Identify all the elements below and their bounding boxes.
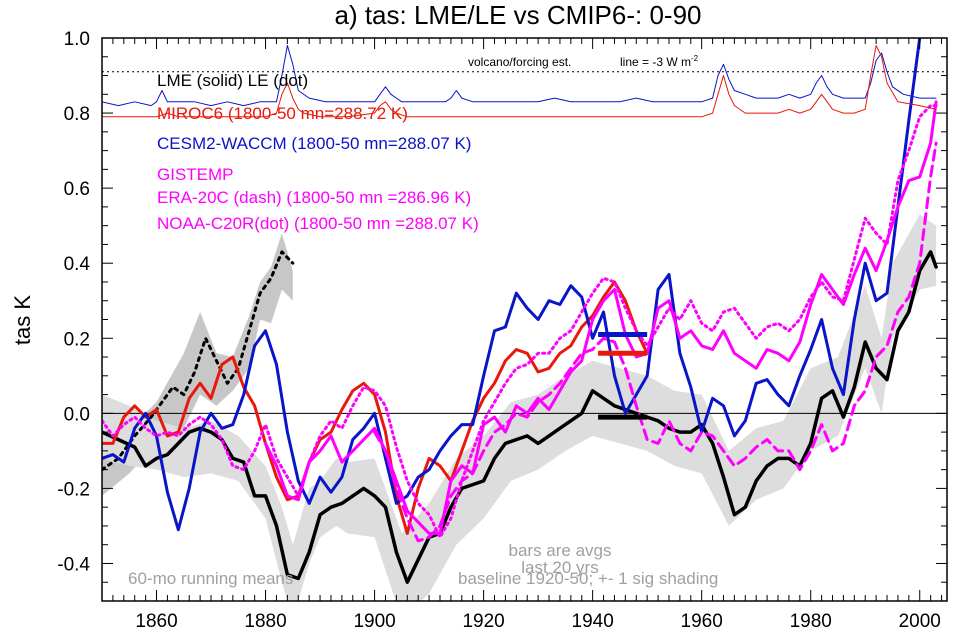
legend-entry: NOAA-C20R(dot) (1800-50 mn =288.07 K) bbox=[157, 214, 479, 233]
line-label-superscript: -2 bbox=[691, 54, 699, 63]
y-tick-label: -0.4 bbox=[57, 554, 90, 575]
running-means-note: 60-mo running means bbox=[128, 569, 293, 588]
miroc_forcing-line bbox=[102, 45, 937, 118]
cesm2-line bbox=[102, 38, 922, 532]
x-tick-label: 1940 bbox=[572, 611, 614, 632]
chart-title: a) tas: LME/LE vs CMIP6-: 0-90 bbox=[334, 0, 701, 30]
y-tick-label: 0.4 bbox=[64, 254, 91, 275]
volcano-label: volcano/forcing est. bbox=[468, 55, 571, 69]
baseline-note: baseline 1920-50; +- 1 sig shading bbox=[458, 569, 718, 588]
y-tick-label: 0.2 bbox=[64, 329, 90, 350]
x-tick-label: 2000 bbox=[899, 611, 941, 632]
x-tick-label: 1960 bbox=[681, 611, 723, 632]
lme-line bbox=[102, 250, 938, 584]
miroc6-line bbox=[102, 280, 649, 535]
era20c-line bbox=[373, 141, 938, 543]
bars-note-2: last 20 yrs bbox=[521, 558, 598, 577]
y-axis-label: tas K bbox=[10, 295, 35, 345]
legend-entry: CESM2-WACCM (1800-50 mn=288.07 K) bbox=[157, 134, 471, 153]
y-tick-label: 0.8 bbox=[64, 104, 90, 125]
bars-note-1: bars are avgs bbox=[509, 541, 612, 560]
y-tick-label: 0.6 bbox=[64, 179, 90, 200]
legend-entry: GISTEMP bbox=[157, 165, 234, 184]
y-tick-label: -0.2 bbox=[57, 479, 90, 500]
x-tick-label: 1900 bbox=[353, 611, 395, 632]
legend-entry: LME (solid) LE (dot) bbox=[157, 71, 308, 90]
annotations: volcano/forcing est. line = -3 W m-2 bar… bbox=[128, 54, 718, 588]
noaa20cr-line bbox=[102, 104, 938, 539]
line-label-text: line = -3 W m bbox=[620, 55, 691, 69]
x-tick-label: 1860 bbox=[135, 611, 177, 632]
x-tick-label: 1920 bbox=[462, 611, 504, 632]
le-line bbox=[102, 250, 295, 472]
legend-entry: MIROC6 (1800-50 mn=288.72 K) bbox=[157, 104, 408, 123]
line-label: line = -3 W m-2 bbox=[620, 54, 699, 69]
y-tick-label: 0.0 bbox=[64, 404, 90, 425]
lme_forcing-line bbox=[102, 45, 937, 107]
y-tick-label: 1.0 bbox=[64, 29, 90, 50]
x-tick-label: 1880 bbox=[244, 611, 286, 632]
x-tick-label: 1980 bbox=[790, 611, 832, 632]
legend-entry: ERA-20C (dash) (1800-50 mn =286.96 K) bbox=[157, 188, 471, 207]
